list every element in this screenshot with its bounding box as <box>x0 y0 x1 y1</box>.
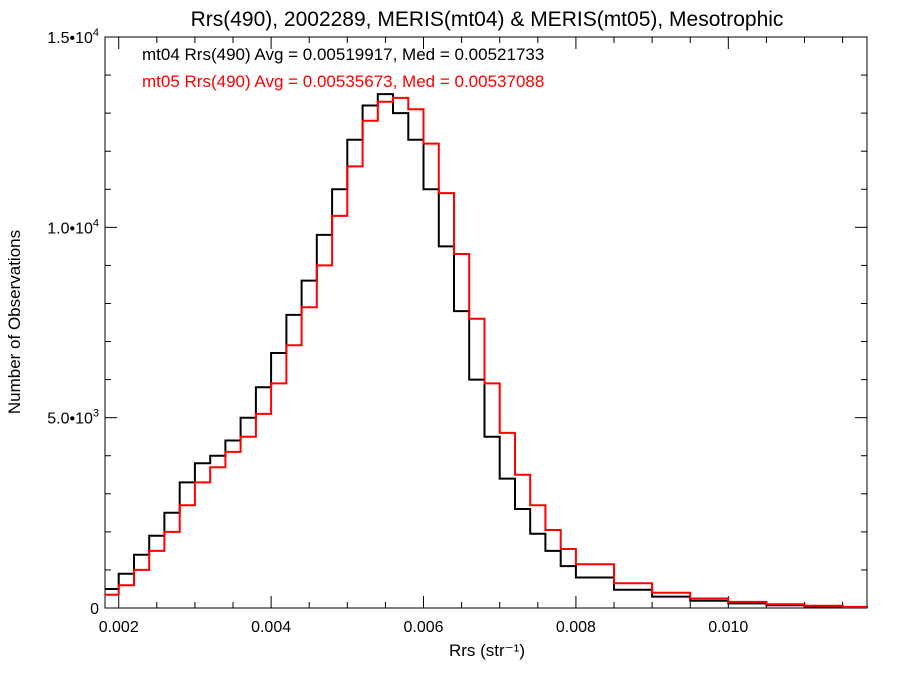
chart-title: Rrs(490), 2002289, MERIS(mt04) & MERIS(m… <box>191 8 784 31</box>
series-line-mt05 <box>105 96 868 608</box>
x-tick-label: 0.010 <box>708 619 748 636</box>
x-tick-label: 0.008 <box>556 619 596 636</box>
x-tick-label: 0.006 <box>403 619 443 636</box>
x-tick-label: 0.004 <box>251 619 291 636</box>
x-tick-labels: 0.002 0.004 0.006 0.008 0.010 <box>99 619 749 636</box>
legend-entry: mt05 Rrs(490) Avg = 0.00535673, Med = 0.… <box>142 72 544 91</box>
y-tick-label: 0 <box>90 601 99 618</box>
y-tick-label: 1.5•104 <box>47 27 99 47</box>
y-tick-labels: 0 5.0•103 1.0•104 1.5•104 <box>47 27 99 618</box>
series-line-mt04 <box>105 93 868 609</box>
x-tick-label: 0.002 <box>99 619 139 636</box>
series-group <box>105 93 868 609</box>
y-tick-label: 5.0•103 <box>47 408 99 428</box>
legend-entry: mt04 Rrs(490) Avg = 0.00519917, Med = 0.… <box>142 45 544 64</box>
plot-frame <box>104 36 868 609</box>
axis-ticks <box>105 36 867 609</box>
legend: mt04 Rrs(490) Avg = 0.00519917, Med = 0.… <box>142 45 544 91</box>
x-axis-label: Rrs (str⁻¹) <box>449 641 525 660</box>
y-tick-label: 1.0•104 <box>47 217 99 237</box>
y-axis-label: Number of Observations <box>5 230 24 414</box>
